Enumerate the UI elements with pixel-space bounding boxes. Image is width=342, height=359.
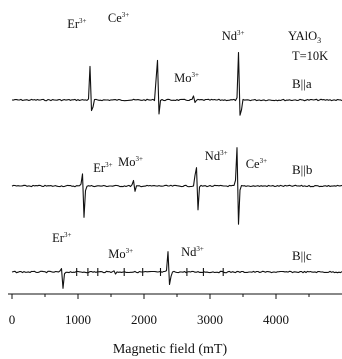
spectra-layer — [11, 51, 342, 289]
series-label: B||c — [292, 248, 312, 263]
peak-label: Er3+ — [52, 231, 71, 245]
x-tick-label: 4000 — [263, 312, 289, 327]
peak-label: Mo3+ — [108, 247, 133, 261]
x-axis: 0 1000 2000 3000 4000 — [8, 293, 342, 327]
peak-label: Nd3+ — [205, 149, 228, 163]
temperature-label: T=10K — [292, 49, 328, 63]
x-axis-label: Magnetic field (mT) — [113, 342, 228, 357]
x-tick-label: 3000 — [197, 312, 223, 327]
peak-label: Nd3+ — [222, 29, 245, 43]
peak-label: Nd3+ — [181, 245, 204, 259]
spectrum-line — [11, 51, 342, 116]
peak-label: Er3+ — [93, 161, 112, 175]
spectrum-line — [11, 147, 342, 225]
x-tick-label: 2000 — [131, 312, 157, 327]
series-label: B||a — [292, 76, 312, 91]
series-label: B||b — [292, 162, 312, 177]
x-tick-label: 0 — [9, 312, 16, 327]
peak-label: Mo3+ — [174, 71, 199, 85]
peak-labels-layer: B||a Er3+ Ce3+ Mo3+ Nd3+ B||b Er3+ Mo3+ Nd3+ Ce3+… — [52, 11, 312, 263]
annotations-layer: YAlO3 T=10K — [288, 29, 328, 63]
spectrum-line — [11, 251, 342, 289]
peak-label: Ce3+ — [108, 11, 129, 25]
peak-label: Er3+ — [67, 17, 86, 31]
sample-label: YAlO3 — [288, 29, 321, 45]
x-tick-label: 1000 — [65, 312, 91, 327]
peak-label: Ce3+ — [246, 157, 267, 171]
peak-label: Mo3+ — [118, 155, 143, 169]
